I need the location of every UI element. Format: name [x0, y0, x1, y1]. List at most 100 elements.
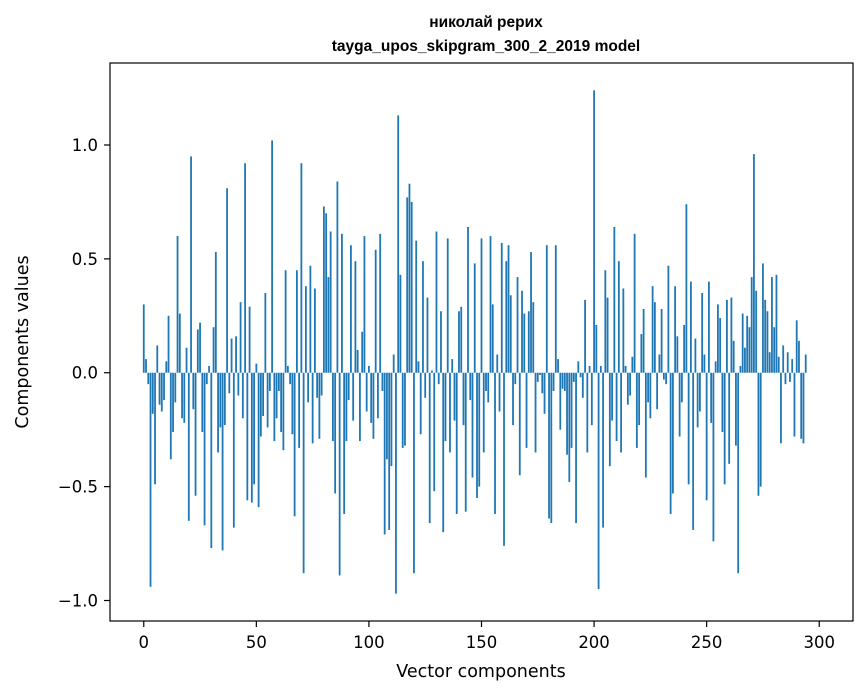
bar	[575, 372, 577, 524]
bar	[298, 372, 301, 448]
bar	[295, 270, 298, 373]
bar	[322, 206, 325, 373]
bar	[771, 277, 773, 373]
bar	[804, 354, 807, 373]
bar	[552, 372, 555, 391]
bar	[658, 354, 661, 373]
bar	[350, 245, 352, 373]
bar	[172, 372, 174, 432]
bar	[345, 372, 348, 442]
x-axis: 0 50 100 150 200 250 300	[139, 621, 835, 652]
bar	[199, 322, 201, 373]
bar	[557, 359, 559, 373]
bar	[293, 372, 296, 517]
bar	[606, 297, 609, 373]
bar	[617, 261, 620, 373]
bar	[563, 372, 566, 391]
bar	[512, 372, 514, 426]
bar	[644, 372, 647, 478]
bar	[518, 372, 521, 476]
bar	[248, 306, 251, 373]
bar	[590, 372, 593, 426]
bar	[320, 372, 323, 396]
bar	[676, 336, 679, 373]
bar	[581, 372, 584, 398]
bar	[397, 115, 400, 373]
bar	[300, 163, 303, 373]
bar	[327, 277, 330, 373]
bar	[201, 372, 204, 432]
bar	[800, 372, 803, 439]
bar	[527, 311, 530, 373]
bar	[539, 372, 541, 376]
bar	[435, 231, 438, 373]
bar	[428, 372, 431, 524]
bar	[338, 372, 341, 576]
y-tick-label: −0.5	[58, 478, 98, 497]
bar	[730, 297, 733, 373]
bar	[383, 372, 386, 535]
bar	[392, 354, 395, 373]
bar	[784, 372, 787, 385]
bar	[410, 201, 413, 373]
bar	[174, 372, 177, 403]
bar	[230, 338, 233, 373]
bar	[622, 288, 625, 373]
bar	[219, 372, 222, 428]
bar	[593, 90, 595, 373]
bar	[307, 372, 310, 403]
bar	[181, 372, 183, 419]
bar	[699, 372, 701, 412]
bar	[282, 372, 285, 451]
bar	[798, 340, 800, 373]
y-tick-label: −1.0	[58, 592, 98, 611]
bar	[273, 372, 276, 442]
bar	[741, 313, 744, 373]
bar	[341, 233, 343, 373]
bar	[750, 277, 753, 373]
bar	[726, 299, 728, 373]
bar	[372, 372, 375, 439]
bar	[194, 372, 197, 496]
bar	[689, 281, 692, 373]
bar	[782, 345, 785, 373]
bar	[363, 236, 366, 373]
bar	[325, 213, 328, 373]
bar	[417, 361, 420, 373]
y-axis-label: Components values	[13, 255, 33, 428]
bar	[746, 315, 749, 373]
bar	[187, 372, 190, 521]
bar	[579, 372, 582, 378]
bar	[476, 372, 478, 499]
x-tick-label: 250	[691, 633, 723, 652]
bar	[163, 372, 165, 401]
bar	[318, 372, 321, 439]
bar	[444, 372, 447, 442]
bar	[692, 372, 695, 530]
bar	[737, 372, 740, 574]
bar	[485, 372, 487, 391]
bar	[660, 308, 663, 373]
bar	[406, 197, 409, 373]
bar	[651, 286, 654, 373]
bar	[748, 327, 751, 373]
bar	[381, 372, 384, 391]
bar	[449, 372, 451, 453]
bar	[356, 349, 359, 373]
bar	[275, 372, 278, 419]
bar	[775, 274, 778, 373]
bar	[482, 372, 485, 453]
bar	[190, 156, 192, 373]
bar	[255, 363, 258, 373]
bar	[309, 265, 312, 373]
bar	[665, 372, 668, 385]
bar	[759, 372, 762, 487]
bar	[205, 372, 208, 385]
bar	[766, 311, 769, 373]
bar	[649, 372, 652, 419]
bar	[728, 372, 731, 464]
bar	[795, 320, 798, 373]
bar	[253, 372, 255, 485]
bar	[453, 372, 456, 421]
